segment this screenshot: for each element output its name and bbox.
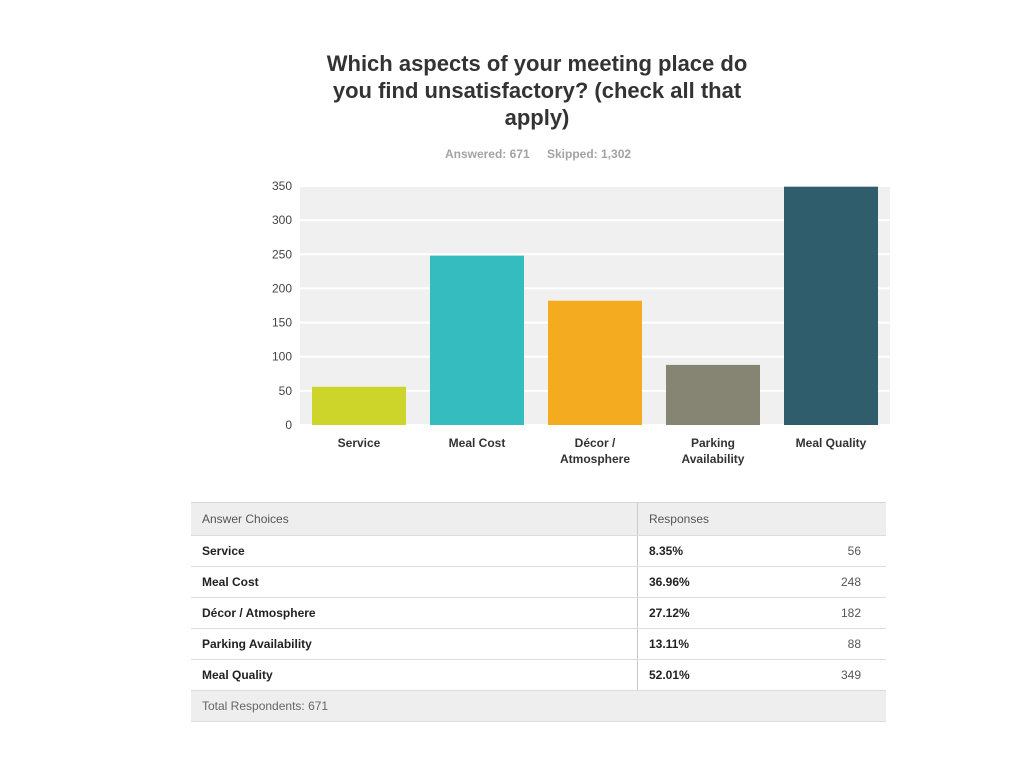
answered-count: Answered: 671 [444,147,530,161]
chart-title: Which aspects of your meeting place do y… [287,50,787,131]
responses-table: Answer Choices Responses Service 8.35% 56 M… [191,502,886,722]
response-percent: 13.11% [636,628,742,660]
x-tick-label: Parking [691,436,735,450]
response-percent: 52.01% [636,659,742,691]
response-count: 88 [741,628,886,660]
x-tick-label: Meal Quality [796,436,867,450]
table-row: Parking Availability 13.11% 88 [191,628,886,660]
response-percent: 36.96% [636,566,742,598]
response-count: 56 [741,535,886,567]
y-tick-label: 200 [272,281,292,295]
y-tick-label: 50 [279,384,293,398]
bar [430,255,524,425]
table-footer-row: Total Respondents: 671 [191,690,886,722]
title-line-2: you find unsatisfactory? (check all that [332,78,742,103]
bar-chart: 0 50 100 150 200 250 300 350 Service Meal Cost Déc… [272,180,890,466]
x-tick-label: Atmosphere [560,452,630,466]
response-percent: 8.35% [636,535,742,567]
answer-choice: Décor / Atmosphere [191,597,638,629]
bar [312,386,406,425]
answer-choice: Parking Availability [191,628,638,660]
bar [548,300,642,425]
table-row: Meal Quality 52.01% 349 [191,659,886,691]
response-percent: 27.12% [636,597,742,629]
table-header-row: Answer Choices Responses [191,502,886,536]
total-respondents: Total Respondents: 671 [191,690,886,722]
header-answer-choices: Answer Choices [191,502,638,536]
y-tick-label: 300 [272,213,292,227]
bar [784,186,878,425]
x-tick-label: Availability [682,452,745,466]
table-row: Décor / Atmosphere 27.12% 182 [191,597,886,629]
y-tick-label: 350 [272,180,292,193]
x-tick-label: Décor / [575,436,616,450]
y-tick-label: 0 [285,418,292,432]
skipped-count: Skipped: 1,302 [547,147,632,161]
table-row: Service 8.35% 56 [191,535,886,567]
table-row: Meal Cost 36.96% 248 [191,566,886,598]
response-count: 349 [741,659,886,691]
title-line-1: Which aspects of your meeting place do [326,51,748,76]
y-tick-label: 150 [272,316,292,330]
response-count: 248 [741,566,886,598]
x-tick-label: Service [338,436,381,450]
x-tick-label: Meal Cost [449,436,506,450]
y-tick-label: 100 [272,350,292,364]
y-tick-label: 250 [272,247,292,261]
answer-choice: Meal Quality [191,659,638,691]
answer-choice: Service [191,535,638,567]
response-summary: Answered: 671 Skipped: 1,302 [0,147,1024,161]
title-line-3: apply) [504,105,570,130]
answer-choice: Meal Cost [191,566,638,598]
response-count: 182 [741,597,886,629]
bar [666,364,760,425]
header-responses: Responses [636,502,886,536]
